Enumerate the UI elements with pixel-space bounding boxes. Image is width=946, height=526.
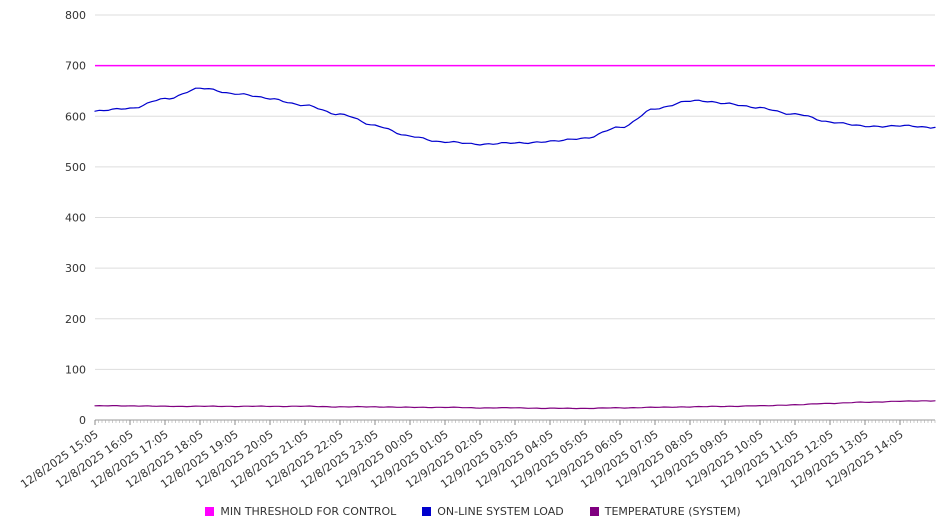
- y-axis-label: 800: [65, 9, 86, 22]
- y-axis-label: 300: [65, 262, 86, 275]
- chart-legend: MIN THRESHOLD FOR CONTROL ON-LINE SYSTEM…: [0, 505, 946, 518]
- threshold-swatch: [205, 507, 215, 516]
- legend-item-threshold: MIN THRESHOLD FOR CONTROL: [205, 505, 396, 518]
- system-temperature-line: [94, 400, 936, 410]
- legend-item-temperature: TEMPERATURE (SYSTEM): [589, 505, 741, 518]
- legend-label-threshold: MIN THRESHOLD FOR CONTROL: [220, 505, 397, 518]
- y-axis-label: 100: [65, 363, 86, 376]
- y-axis-label: 500: [65, 161, 86, 174]
- y-axis-label: 600: [65, 110, 86, 123]
- y-axis-label: 200: [65, 313, 86, 326]
- legend-label-temperature: TEMPERATURE (SYSTEM): [604, 505, 741, 518]
- legend-label-system-load: ON-LINE SYSTEM LOAD: [437, 505, 564, 518]
- y-axis-label: 400: [65, 212, 86, 225]
- system-load-swatch: [422, 507, 432, 516]
- y-axis-label: 700: [65, 60, 86, 73]
- temperature-swatch: [589, 507, 599, 516]
- online-system-load-line: [94, 87, 936, 146]
- y-axis-label: 0: [79, 414, 86, 427]
- legend-item-system-load: ON-LINE SYSTEM LOAD: [422, 505, 564, 518]
